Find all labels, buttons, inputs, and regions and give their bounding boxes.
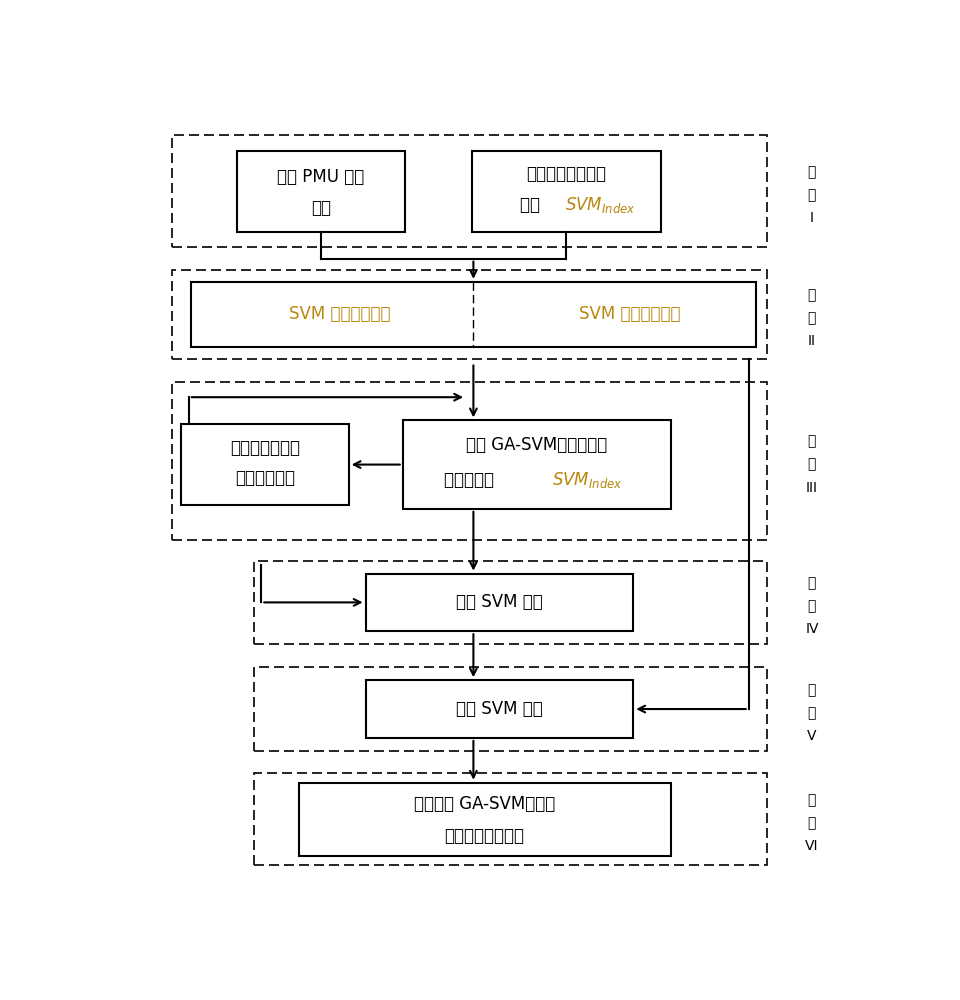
Text: 变产生下一代: 变产生下一代 xyxy=(235,469,295,487)
Text: 步: 步 xyxy=(807,683,816,697)
Bar xyxy=(172,382,767,540)
Text: 数据: 数据 xyxy=(311,199,331,217)
Text: 步: 步 xyxy=(807,793,816,807)
Text: III: III xyxy=(806,481,818,495)
Text: IV: IV xyxy=(805,622,819,636)
Bar xyxy=(253,773,767,865)
Text: 电压稳定监测模型: 电压稳定监测模型 xyxy=(444,827,524,845)
Text: $SVM_{Index}$: $SVM_{Index}$ xyxy=(551,470,622,490)
Bar xyxy=(172,135,767,247)
Text: SVM 训练样本数据: SVM 训练样本数据 xyxy=(289,305,390,323)
Text: 获取 PMU 初始: 获取 PMU 初始 xyxy=(277,168,365,186)
Text: 测试 SVM 模型: 测试 SVM 模型 xyxy=(456,700,542,718)
Text: 步: 步 xyxy=(807,165,816,179)
Text: 构建 GA-SVM模型，并优: 构建 GA-SVM模型，并优 xyxy=(466,436,608,454)
Bar xyxy=(403,420,670,509)
Bar xyxy=(366,680,634,738)
Text: $SVM_{Index}$: $SVM_{Index}$ xyxy=(564,195,636,215)
Text: 确定电网电压裕度: 确定电网电压裕度 xyxy=(526,165,607,183)
Text: 构建基于 GA-SVM的在线: 构建基于 GA-SVM的在线 xyxy=(414,795,555,813)
Text: VI: VI xyxy=(805,839,819,853)
Text: 骤: 骤 xyxy=(807,458,816,472)
Text: 选择、交叉、突: 选择、交叉、突 xyxy=(230,439,300,457)
Text: 骤: 骤 xyxy=(807,706,816,720)
Text: 训练 SVM 模型: 训练 SVM 模型 xyxy=(456,593,542,611)
Text: 化指标参数: 化指标参数 xyxy=(444,471,499,489)
Bar xyxy=(237,151,404,232)
Bar xyxy=(253,561,767,644)
Text: 步: 步 xyxy=(807,288,816,302)
Text: 骤: 骤 xyxy=(807,816,816,830)
Bar xyxy=(366,574,634,631)
Text: 步: 步 xyxy=(807,576,816,590)
Text: 骤: 骤 xyxy=(807,599,816,613)
Text: V: V xyxy=(807,729,817,743)
Text: 骤: 骤 xyxy=(807,188,816,202)
Text: 指标: 指标 xyxy=(520,196,545,214)
Text: II: II xyxy=(808,334,816,348)
Bar xyxy=(253,667,767,751)
Text: 步: 步 xyxy=(807,434,816,448)
Text: 骤: 骤 xyxy=(807,311,816,325)
Bar xyxy=(172,270,767,359)
Bar xyxy=(181,424,348,505)
Text: SVM 测试样本数据: SVM 测试样本数据 xyxy=(579,305,681,323)
Text: I: I xyxy=(810,211,814,225)
Bar xyxy=(299,783,670,856)
Bar xyxy=(471,151,661,232)
Bar xyxy=(191,282,756,347)
